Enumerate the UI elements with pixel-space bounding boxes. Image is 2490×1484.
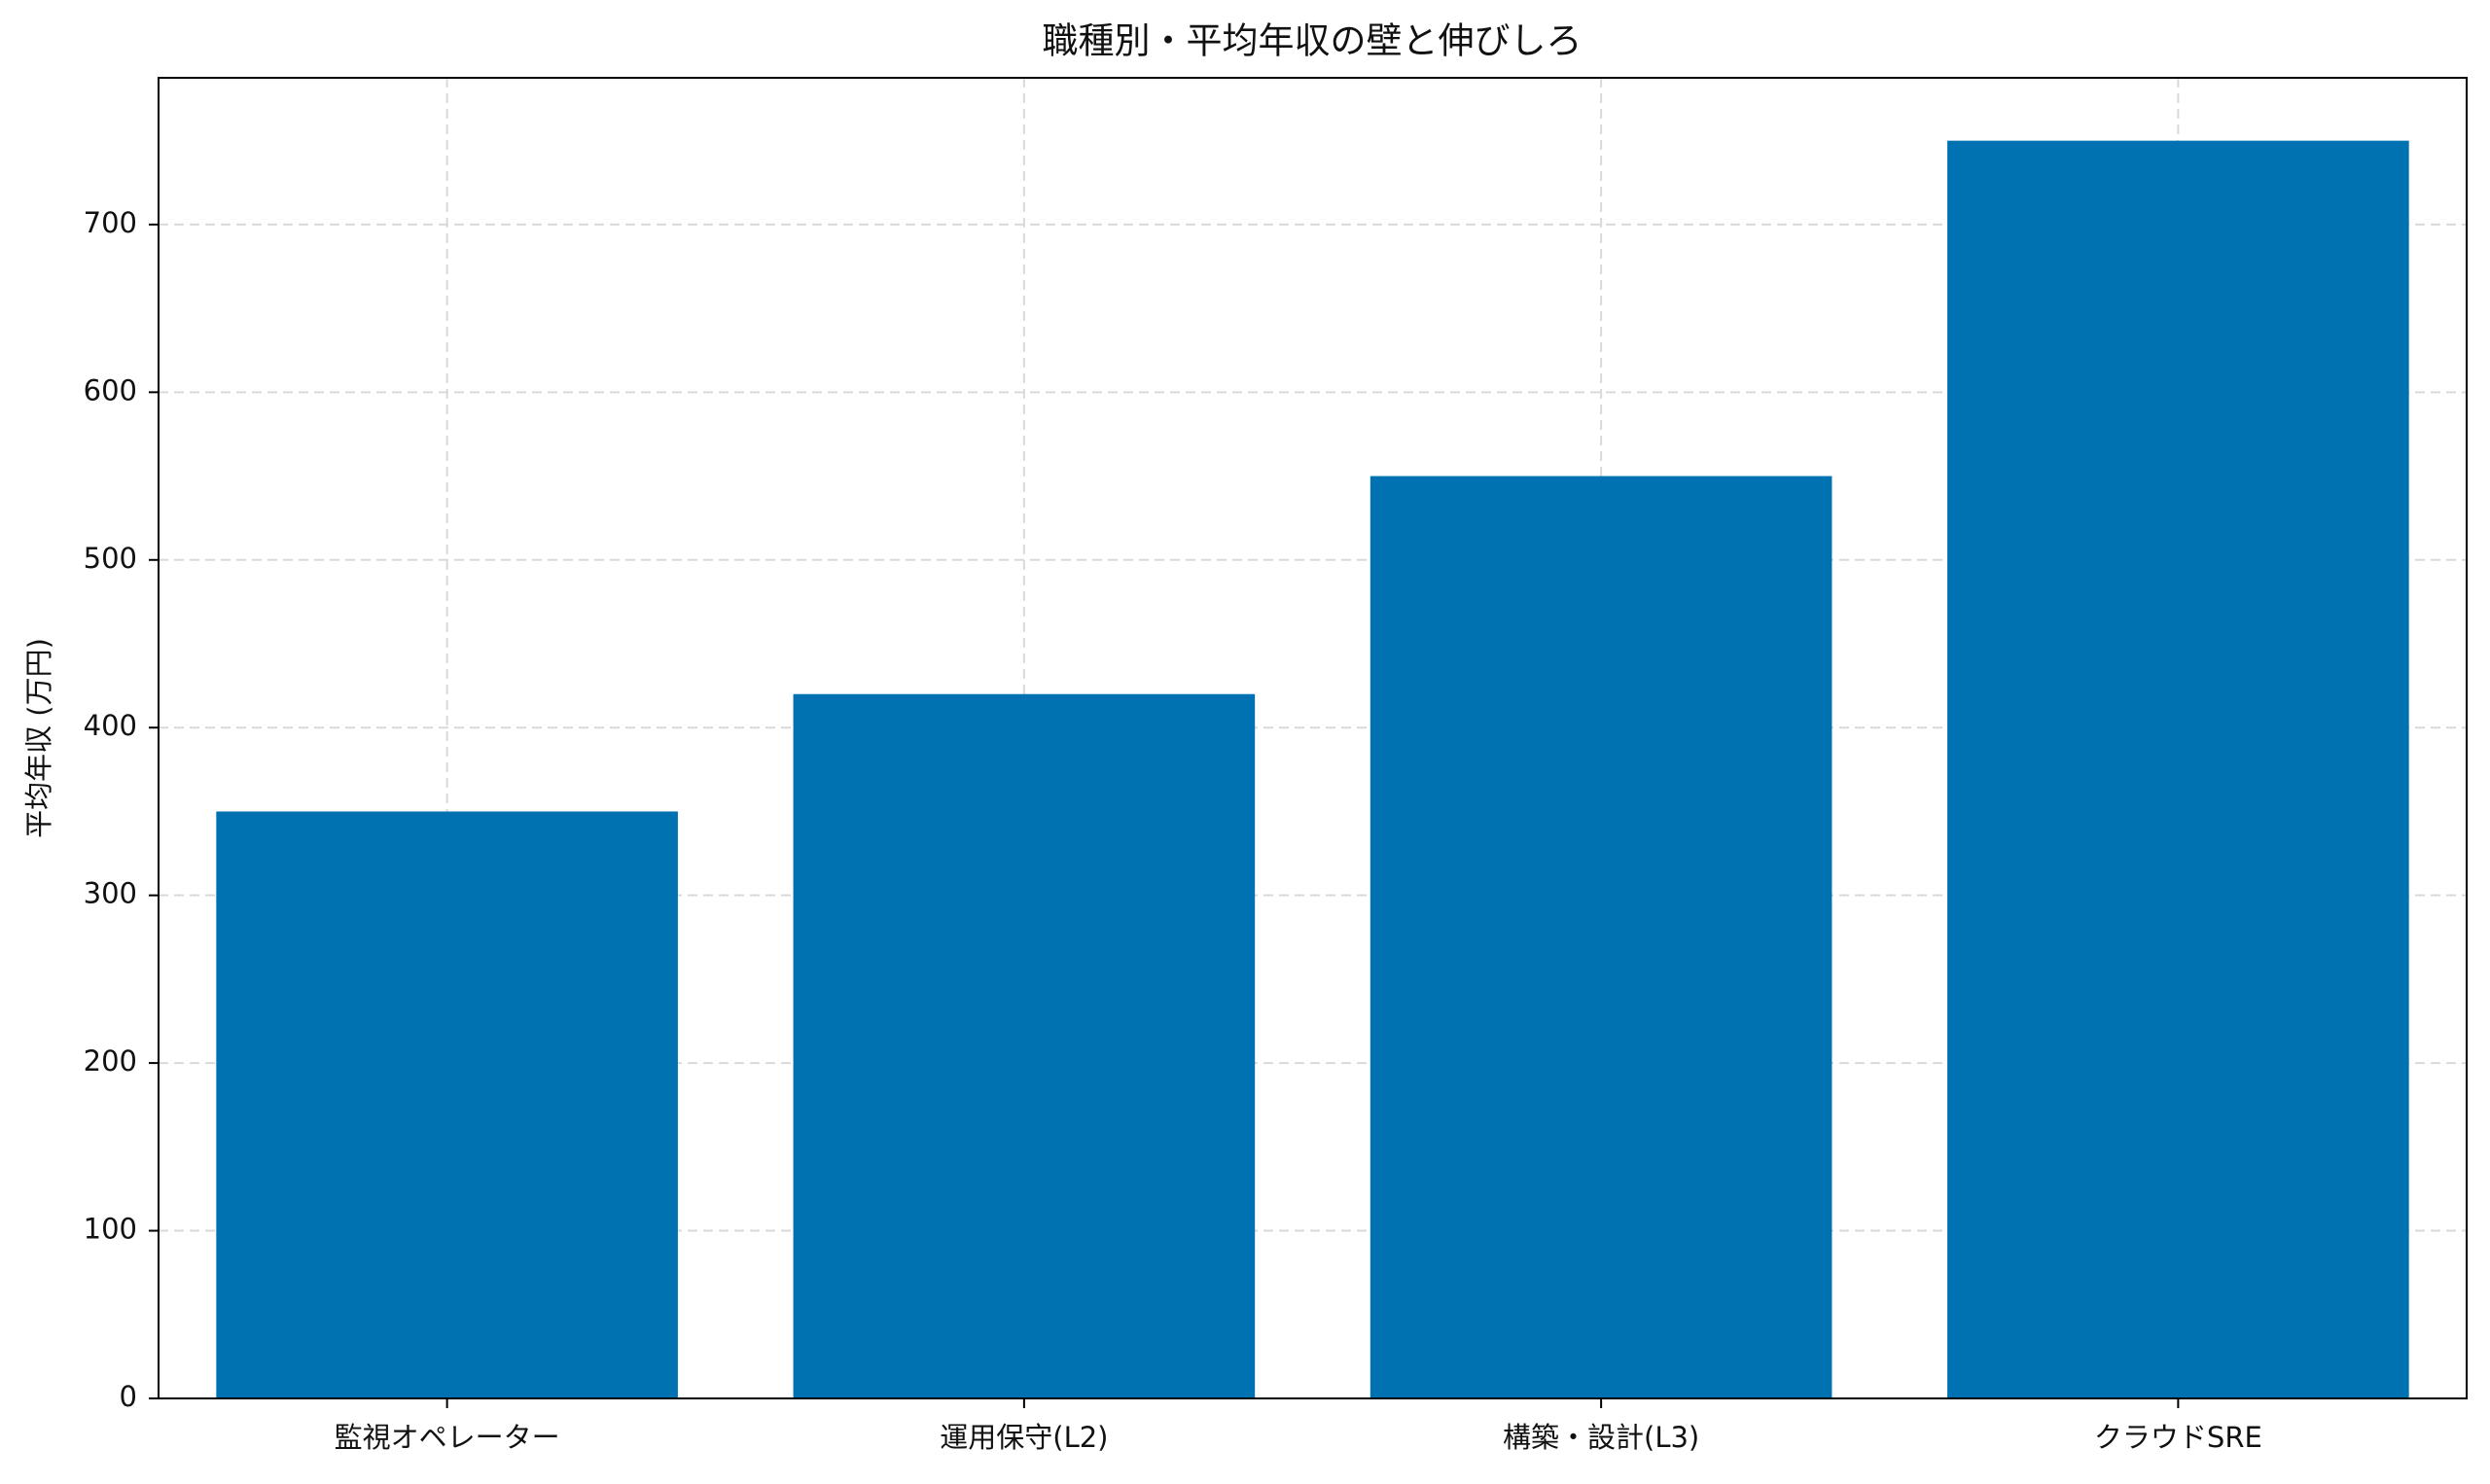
x-tick-label: 構築・設計(L3) — [1503, 1421, 1699, 1454]
y-tick-label: 500 — [84, 542, 137, 575]
y-tick-label: 0 — [120, 1380, 137, 1413]
chart-title: 職種別・平均年収の壁と伸びしろ — [1043, 20, 1583, 62]
plot-frame — [158, 77, 2468, 1399]
x-tick-label: 監視オペレーター — [335, 1421, 560, 1454]
y-tick-label: 700 — [84, 206, 137, 239]
y-axis-label: 平均年収 (万円) — [22, 638, 55, 838]
y-tick-label: 100 — [84, 1213, 137, 1246]
y-tick-label: 300 — [84, 877, 137, 910]
bar — [1947, 140, 2409, 1399]
bar — [216, 811, 678, 1398]
bar — [793, 693, 1256, 1398]
y-tick-label: 200 — [84, 1044, 137, 1078]
x-tick-label: 運用保守(L2) — [940, 1421, 1108, 1454]
x-tick-label: クラウドSRE — [2094, 1421, 2262, 1454]
y-tick-label: 400 — [84, 709, 137, 742]
bars — [216, 140, 2409, 1399]
bar — [1370, 476, 1832, 1398]
y-tick-label: 600 — [84, 373, 137, 406]
